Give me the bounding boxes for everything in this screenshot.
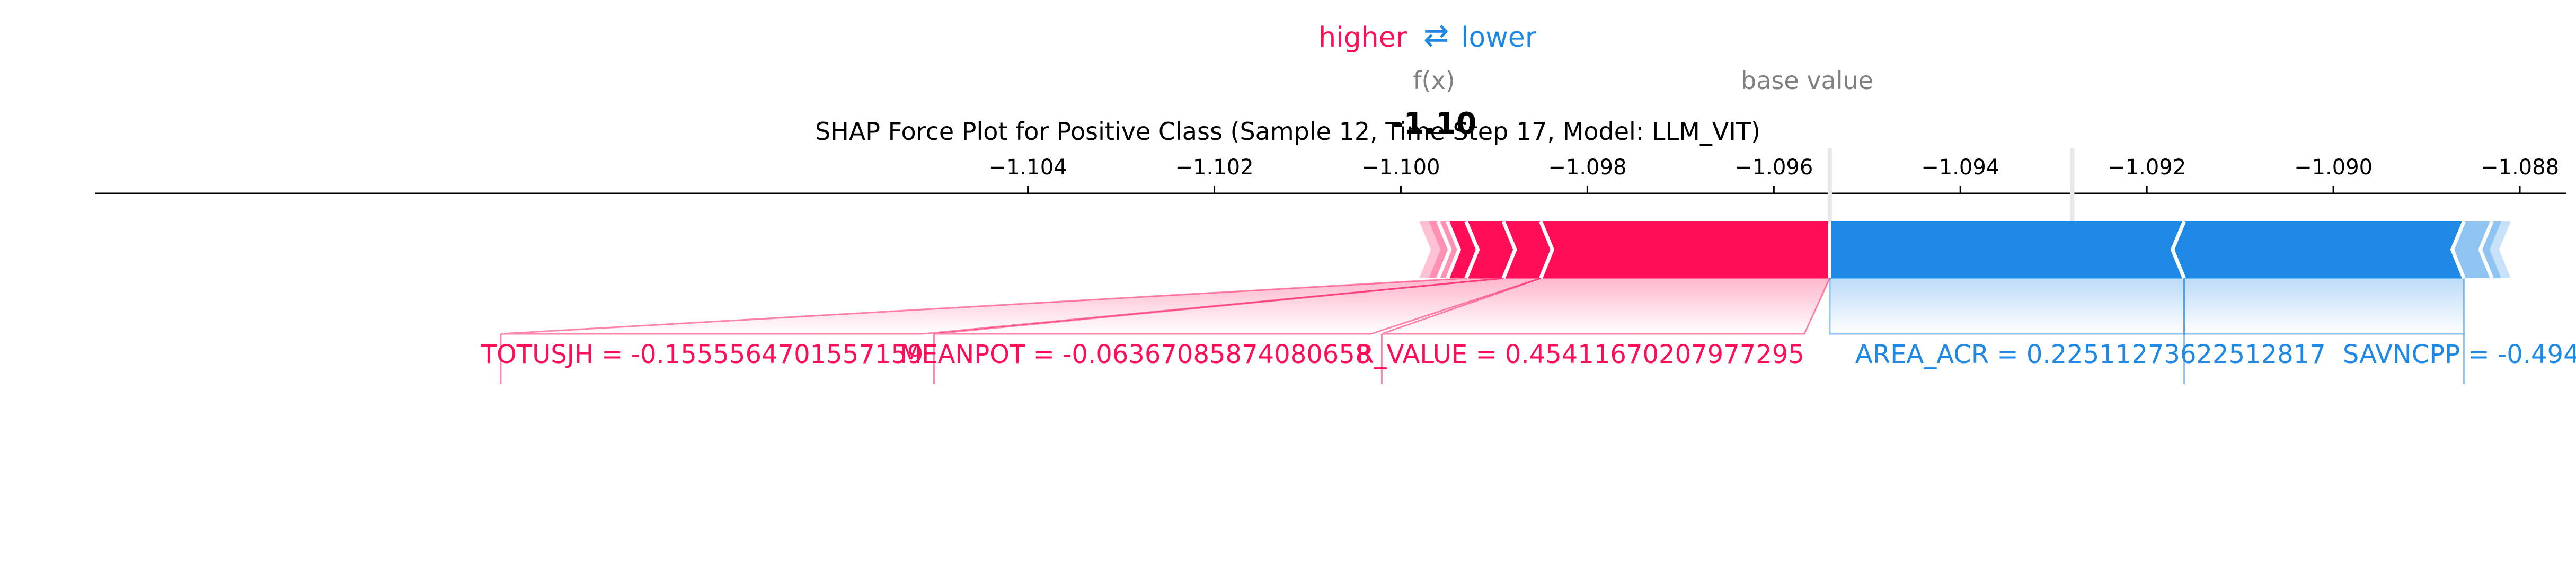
negative-force-segment bbox=[2480, 221, 2501, 278]
negative-force-segment bbox=[2172, 221, 2464, 278]
legend-lower: lower bbox=[1461, 22, 1537, 54]
legend-arrow-icon: ⇄ bbox=[1423, 17, 1449, 53]
negative-feature-label: SAVNCPP = -0.4940465986728668 bbox=[2343, 340, 2576, 369]
positive-segment-divider bbox=[1539, 220, 1555, 279]
x-tick-label: −1.100 bbox=[1361, 155, 1440, 180]
positive-feature-label: TOTUSJH = -0.1555564701557159 bbox=[481, 340, 924, 369]
positive-force-tail bbox=[1419, 221, 1441, 278]
negative-force-segment bbox=[1829, 221, 2184, 278]
fx-label: f(x) bbox=[1413, 66, 1455, 95]
base-value-label: base value bbox=[1741, 66, 1873, 95]
positive-segment-divider bbox=[1501, 220, 1517, 279]
x-tick-label: −1.098 bbox=[1548, 155, 1626, 180]
negative-segment-divider bbox=[2478, 220, 2494, 279]
positive-force-segment bbox=[1503, 221, 1553, 278]
negative-segment-divider bbox=[2170, 220, 2186, 279]
positive-force-segment bbox=[1466, 221, 1516, 278]
positive-feature-label: R_VALUE = 0.45411670207977295 bbox=[1356, 340, 1804, 369]
positive-segment-divider bbox=[1446, 220, 1462, 279]
x-tick-label: −1.104 bbox=[989, 155, 1067, 180]
negative-force-segment bbox=[2452, 221, 2492, 278]
positive-force-segment bbox=[1429, 221, 1450, 278]
x-tick-label: −1.090 bbox=[2294, 155, 2373, 180]
x-tick-label: −1.096 bbox=[1734, 155, 1813, 180]
negative-force-tail bbox=[2489, 221, 2511, 278]
positive-force-segment bbox=[1541, 221, 1830, 278]
positive-segment-divider bbox=[1464, 220, 1480, 279]
positive-feature-label: MEANPOT = -0.06367085874080658 bbox=[900, 340, 1371, 369]
positive-force-segment bbox=[1438, 221, 1459, 278]
fx-value: -1.10 bbox=[1391, 107, 1476, 141]
x-tick-label: −1.092 bbox=[2108, 155, 2186, 180]
negative-feature-label: AREA_ACR = 0.22511273622512817 bbox=[1855, 340, 2326, 369]
chart-title: SHAP Force Plot for Positive Class (Samp… bbox=[815, 117, 1760, 146]
negative-feature-connector bbox=[1829, 277, 2185, 335]
legend-higher: higher bbox=[1318, 22, 1407, 54]
negative-feature-connector bbox=[2183, 277, 2465, 335]
x-tick-label: −1.088 bbox=[2481, 155, 2559, 180]
positive-segment-divider bbox=[1436, 220, 1452, 279]
negative-segment-divider bbox=[2450, 220, 2466, 279]
x-tick-label: −1.102 bbox=[1175, 155, 1254, 180]
x-tick-label: −1.094 bbox=[1921, 155, 1999, 180]
